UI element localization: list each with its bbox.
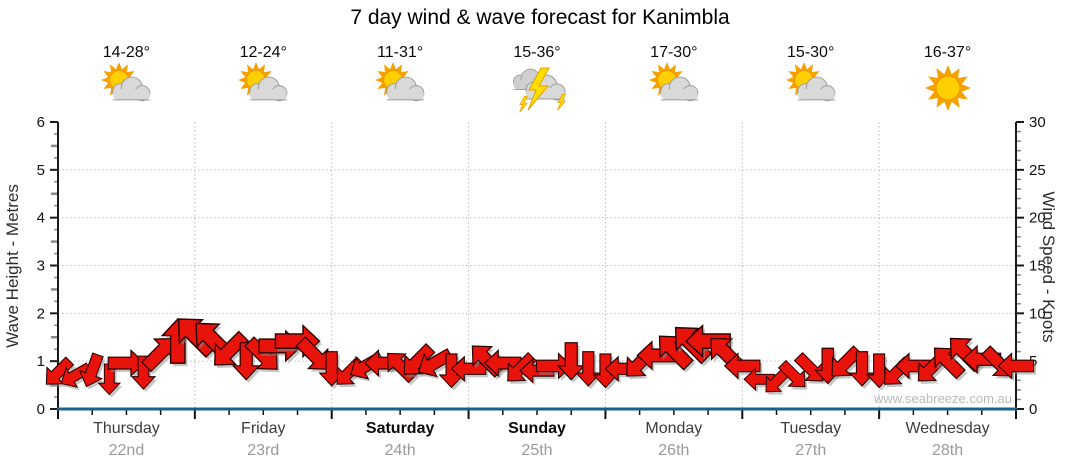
- day-temp-range: 11-31°: [377, 44, 424, 61]
- right-tick-label: 25: [1029, 162, 1046, 179]
- wind-arrow: [777, 359, 808, 390]
- wind-arrow: [684, 324, 733, 360]
- wind-arrow: [997, 352, 1037, 382]
- x-axis-day-name: Sunday: [508, 420, 566, 437]
- day-temp-range: 16-37°: [923, 44, 972, 61]
- right-tick-label: 0: [1029, 401, 1037, 418]
- x-axis-day-name: Wednesday: [905, 420, 990, 437]
- chart-title: 7 day wind & wave forecast for Kanimbla: [350, 6, 730, 29]
- x-axis-day-date: 28th: [931, 442, 964, 459]
- wind-arrow: [894, 352, 934, 382]
- wind-arrow: [97, 363, 123, 398]
- x-axis-day-date: 24th: [384, 442, 416, 459]
- partly-cloudy-icon: [648, 62, 699, 102]
- partly-cloudy-icon: [375, 62, 425, 102]
- sunny-icon: [924, 65, 971, 111]
- storm-icon: [512, 67, 566, 113]
- wind-arrow: [295, 336, 331, 373]
- watermark: www.seabreeze.com.au: [873, 391, 1012, 406]
- right-axis-title: Wind Speed - Knots: [1039, 191, 1058, 343]
- right-tick-label: 20: [1029, 210, 1046, 227]
- x-axis-day-date: 23rd: [247, 442, 280, 459]
- wind-arrow: [575, 351, 603, 389]
- wind-arrow: [658, 335, 696, 373]
- day-temp-range: 17-30°: [650, 44, 698, 61]
- x-axis-day-name: Tuesday: [780, 420, 842, 437]
- x-axis-day-name: Thursday: [93, 420, 160, 437]
- day-temp-range: 15-36°: [513, 44, 561, 61]
- wind-arrow: [848, 351, 877, 389]
- wind-arrow: [793, 351, 826, 384]
- partly-cloudy-icon: [785, 62, 836, 102]
- partly-cloudy-icon: [238, 62, 288, 102]
- x-axis-day-date: 27th: [795, 442, 827, 459]
- left-tick-label: 1: [37, 353, 45, 370]
- right-tick-label: 10: [1029, 305, 1046, 322]
- wind-arrow: [231, 342, 262, 383]
- partly-cloudy-icon: [101, 62, 151, 102]
- left-tick-label: 2: [37, 305, 45, 322]
- left-tick-label: 6: [37, 114, 45, 131]
- wind-arrow: [45, 356, 76, 388]
- left-tick-label: 4: [37, 210, 45, 227]
- left-tick-label: 0: [37, 401, 45, 418]
- x-axis-day-date: 25th: [521, 442, 553, 459]
- right-tick-label: 15: [1029, 258, 1046, 275]
- left-tick-label: 3: [37, 258, 45, 275]
- left-axis-title: Wave Height - Metres: [3, 184, 22, 348]
- day-temp-range: 15-30°: [787, 44, 835, 61]
- wind-arrow: [933, 347, 968, 382]
- x-axis-day-name: Friday: [241, 420, 286, 437]
- day-temp-range: 14-28°: [102, 44, 151, 61]
- wind-arrow: [743, 367, 778, 393]
- x-axis-day-name: Monday: [645, 420, 703, 437]
- x-axis-day-name: Saturday: [365, 420, 435, 437]
- x-axis-day-date: 22nd: [108, 442, 145, 459]
- x-axis-day-date: 26th: [658, 442, 690, 459]
- wind-arrow: [130, 355, 158, 393]
- day-temp-range: 12-24°: [239, 44, 287, 61]
- left-tick-label: 5: [37, 162, 45, 179]
- wind-arrow: [483, 349, 524, 379]
- right-tick-label: 30: [1029, 114, 1046, 131]
- wind-arrow: [723, 352, 763, 382]
- wind-arrow: [78, 352, 106, 390]
